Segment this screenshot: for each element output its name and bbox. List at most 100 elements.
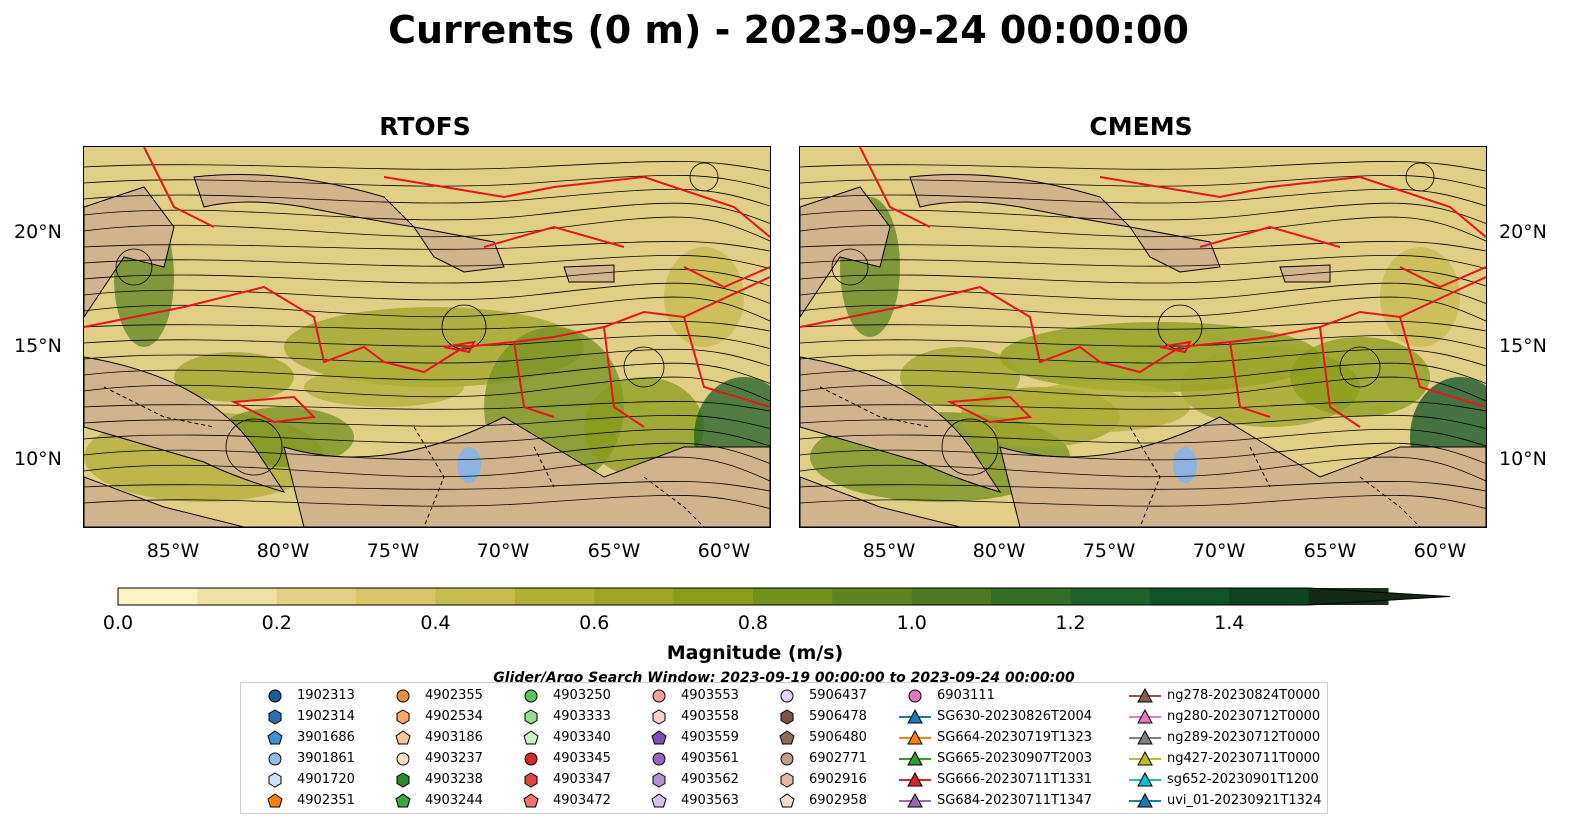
legend-item-label: 4903558 <box>681 709 739 724</box>
legend-item-label: SG665-20230907T2003 <box>937 751 1093 766</box>
eddy-streamline <box>1157 304 1203 350</box>
eddy-streamline <box>1405 162 1435 192</box>
current-streamline <box>84 321 770 332</box>
current-speed-patch <box>1290 337 1430 417</box>
current-speed-patch <box>1010 382 1190 432</box>
current-streamline <box>800 481 1486 492</box>
eez-boundary <box>443 340 476 354</box>
country-border <box>643 476 705 527</box>
triangle-marker-icon <box>1129 792 1161 808</box>
current-streamline <box>84 202 770 224</box>
circle-marker-icon <box>268 689 282 703</box>
land-mass <box>563 264 615 283</box>
hexagon-marker-icon <box>780 709 794 725</box>
lon-tick-label: 85°W <box>146 540 200 562</box>
legend-item-label: ng280-20230712T0000 <box>1167 709 1321 724</box>
legend-item-label: 4903340 <box>553 730 611 745</box>
legend-item-label: 5906480 <box>809 730 867 745</box>
country-border <box>1129 426 1161 527</box>
hexagon-marker-icon <box>524 709 538 725</box>
eez-boundary <box>1229 341 1271 418</box>
lon-tick-label: 85°W <box>862 540 916 562</box>
current-streamline <box>800 268 1486 287</box>
country-border <box>413 426 445 527</box>
eez-boundary <box>946 395 1033 424</box>
colorbar-segment <box>1229 588 1310 605</box>
circle-marker-icon <box>780 689 794 703</box>
country-border <box>1359 476 1421 527</box>
eez-boundary <box>1159 340 1192 354</box>
lat-tick-label-left: 20°N <box>14 221 62 243</box>
legend: 1902313 1902314 3901686 3901861 4901720 49023… <box>240 682 1328 814</box>
rtofs-map[interactable] <box>83 146 771 528</box>
current-streamline <box>800 348 1486 367</box>
eez-boundary <box>513 276 770 343</box>
hexagon-marker-icon <box>396 709 410 725</box>
current-streamline <box>800 376 1486 402</box>
colorbar-segment <box>276 588 357 605</box>
current-streamline <box>84 241 770 252</box>
current-streamline <box>84 161 770 172</box>
land-mass <box>84 186 175 318</box>
circle-marker-icon <box>652 689 666 703</box>
eez-boundary <box>1319 326 1361 428</box>
lat-tick-label-left: 15°N <box>14 335 62 357</box>
legend-item-label: 4903345 <box>553 751 611 766</box>
triangle-marker-icon <box>1129 687 1161 703</box>
current-streamline <box>800 241 1486 252</box>
eddy-streamline <box>441 304 487 350</box>
current-streamline <box>800 362 1486 384</box>
colorbar-segment <box>832 588 913 605</box>
legend-item-label: 4903186 <box>425 730 483 745</box>
lon-tick-label: 75°W <box>366 540 420 562</box>
current-speed-patch <box>174 352 294 402</box>
legend-item-label: ng278-20230824T0000 <box>1167 688 1321 703</box>
current-streamline <box>84 362 770 384</box>
current-streamline <box>84 456 770 482</box>
legend-item-label: 4903472 <box>553 793 611 808</box>
circle-marker-icon <box>396 752 410 766</box>
current-streamline <box>800 401 1486 412</box>
current-streamline <box>800 414 1486 429</box>
lon-tick-label: 75°W <box>1082 540 1136 562</box>
eez-boundary <box>483 225 625 248</box>
legend-item-label: ng427-20230711T0000 <box>1167 751 1321 766</box>
colorbar-segment <box>1070 588 1151 605</box>
current-streamline <box>800 494 1486 509</box>
current-streamline <box>800 216 1486 242</box>
circle-marker-icon <box>524 752 538 766</box>
eez-boundary <box>859 147 931 228</box>
current-streamline <box>84 442 770 464</box>
colorbar-segment <box>753 588 833 605</box>
lat-tick-label-right: 10°N <box>1499 448 1547 470</box>
hexagon-marker-icon <box>268 709 282 725</box>
circle-marker-icon <box>652 752 666 766</box>
triangle-marker-icon <box>899 708 931 724</box>
legend-item-label: 5906478 <box>809 709 867 724</box>
legend-item-label: 4903553 <box>681 688 739 703</box>
eez-boundary <box>643 176 770 238</box>
current-streamline <box>84 268 770 287</box>
hexagon-marker-icon <box>652 772 666 788</box>
legend-item-label: 4903244 <box>425 793 483 808</box>
lon-tick-label: 65°W <box>587 540 641 562</box>
eez-boundary <box>800 285 1231 374</box>
eddy-streamline <box>831 248 869 286</box>
legend-item-label: 4903237 <box>425 751 483 766</box>
lake <box>1173 447 1197 483</box>
lon-tick-label: 60°W <box>697 540 751 562</box>
legend-item-label: 4903562 <box>681 772 739 787</box>
lat-tick-label-right: 20°N <box>1499 221 1547 243</box>
hexagon-marker-icon <box>268 772 282 788</box>
eez-boundary <box>230 395 317 424</box>
legend-item-label: SG664-20230719T1323 <box>937 730 1093 745</box>
current-streamline <box>84 481 770 492</box>
legend-item-label: 6902916 <box>809 772 867 787</box>
colorbar-outline <box>117 587 1451 606</box>
lon-tick-label: 80°W <box>972 540 1026 562</box>
cmems-map[interactable] <box>799 146 1487 528</box>
colorbar-segment <box>118 588 198 605</box>
legend-item-label: 6902958 <box>809 793 867 808</box>
lon-tick-label: 65°W <box>1303 540 1357 562</box>
pentagon-marker-icon <box>779 730 795 745</box>
